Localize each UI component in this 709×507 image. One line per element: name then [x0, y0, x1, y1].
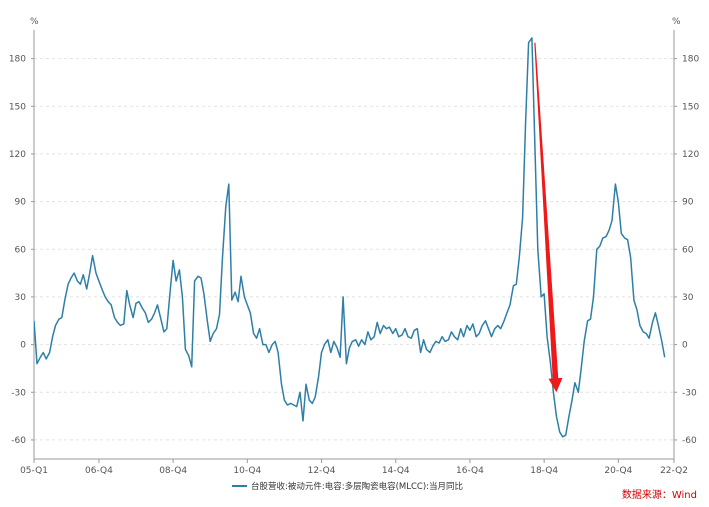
y-tick-label-left: 180 [9, 55, 26, 65]
y-tick-label-left: 120 [9, 150, 26, 160]
y-tick-labels-right: -60 -30 0 30 60 90 120 150 180 [682, 55, 699, 446]
y-tick-labels-left: -60 -30 0 30 60 90 120 150 180 [9, 55, 26, 446]
y-tick-label-right: 30 [682, 293, 694, 303]
series [34, 37, 666, 438]
y-tick-label-right: 90 [682, 198, 694, 208]
x-tick-label: 14-Q4 [382, 466, 410, 476]
y-tick-label-right: 180 [682, 55, 699, 65]
x-tick-label: 20-Q4 [604, 466, 632, 476]
y-tick-label-right: 120 [682, 150, 699, 160]
right-unit-label: % [672, 17, 681, 27]
grid-lines [31, 58, 677, 441]
legend: 台股营收:被动元件:电容:多层陶瓷电容(MLCC):当月同比 [232, 481, 463, 492]
y-tick-label-right: 150 [682, 102, 699, 112]
left-unit-label: % [30, 17, 39, 27]
y-tick-label-right: 60 [682, 245, 694, 255]
y-tick-label-left: 30 [15, 293, 27, 303]
source-note: 数据来源：Wind [621, 490, 697, 501]
x-tick-label: 22-Q2 [660, 466, 688, 476]
axes [33, 30, 675, 460]
y-tick-label-left: 150 [9, 102, 26, 112]
x-tick-labels: 05-Q1 06-Q4 08-Q4 10-Q4 12-Q4 14-Q4 16-Q4 18-Q4… [20, 459, 688, 476]
series-line [34, 37, 666, 438]
y-tick-label-left: 60 [15, 245, 27, 255]
legend-label: 台股营收:被动元件:电容:多层陶瓷电容(MLCC):当月同比 [251, 481, 463, 492]
y-tick-label-left: -30 [11, 388, 26, 398]
y-tick-label-right: -30 [682, 388, 697, 398]
x-tick-label: 18-Q4 [530, 466, 558, 476]
y-tick-label-left: -60 [11, 436, 26, 446]
annotation-arrow [534, 42, 563, 393]
y-tick-label-left: 0 [20, 341, 26, 351]
x-tick-label: 08-Q4 [159, 466, 187, 476]
x-tick-label: 06-Q4 [85, 466, 113, 476]
x-tick-label: 05-Q1 [20, 466, 48, 476]
x-tick-label: 16-Q4 [456, 466, 484, 476]
y-tick-label-left: 90 [15, 198, 27, 208]
x-tick-label: 12-Q4 [308, 466, 336, 476]
annotations [534, 42, 563, 393]
y-tick-label-right: 0 [682, 341, 688, 351]
y-tick-label-right: -60 [682, 436, 697, 446]
x-tick-label: 10-Q4 [233, 466, 261, 476]
